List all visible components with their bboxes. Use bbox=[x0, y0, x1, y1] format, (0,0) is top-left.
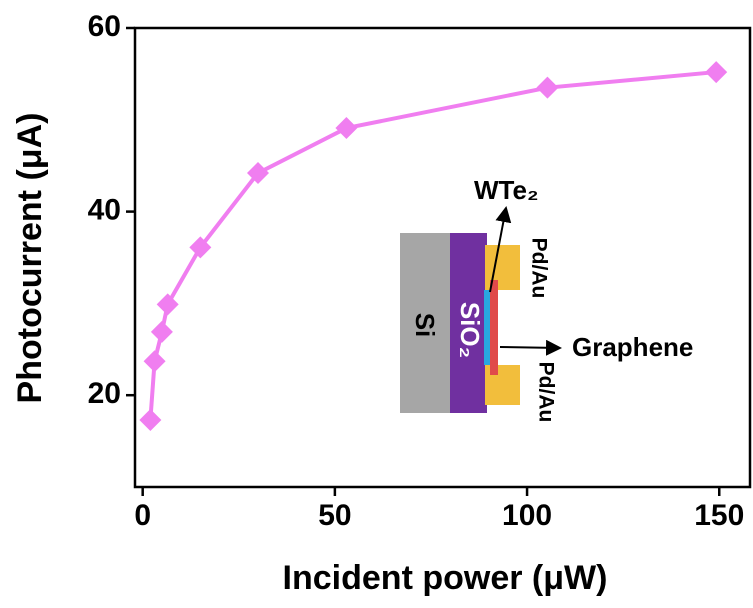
inset-label: Pd/Au bbox=[527, 238, 550, 299]
arrow bbox=[499, 339, 562, 356]
wte2-layer bbox=[484, 290, 490, 365]
inset-label: WTe₂ bbox=[474, 175, 539, 205]
inset-label: Si bbox=[410, 313, 440, 338]
data-point bbox=[536, 76, 559, 99]
x-tick-label: 0 bbox=[134, 499, 151, 532]
data-point bbox=[335, 117, 358, 140]
data-point bbox=[139, 408, 162, 431]
data-point bbox=[247, 162, 269, 185]
data-point bbox=[705, 61, 728, 84]
graphene-layer bbox=[490, 280, 498, 375]
data-point bbox=[150, 320, 173, 343]
inset-label: Pd/Au bbox=[534, 362, 557, 423]
sio2-layer bbox=[450, 233, 487, 413]
y-tick-label: 60 bbox=[88, 10, 121, 43]
y-tick-label: 40 bbox=[88, 194, 121, 227]
inset-label: Graphene bbox=[572, 332, 693, 362]
inset-label: SiO₂ bbox=[455, 302, 485, 358]
data-point bbox=[189, 236, 212, 259]
x-axis-title: Incident power (μW) bbox=[283, 559, 608, 597]
y-tick-label: 20 bbox=[88, 377, 121, 410]
x-tick-label: 100 bbox=[502, 499, 552, 532]
plot-frame bbox=[133, 26, 752, 489]
data-point bbox=[143, 350, 166, 373]
x-tick-label: 150 bbox=[694, 499, 744, 532]
si-layer bbox=[400, 233, 450, 413]
x-tick-label: 50 bbox=[318, 499, 351, 532]
arrow bbox=[489, 206, 512, 293]
inset: WTe₂ Graphene Pd/Au Pd/Au Si SiO₂ bbox=[400, 175, 693, 422]
y-axis-title: Photocurrent (μA) bbox=[11, 113, 49, 404]
data-point bbox=[156, 293, 179, 316]
